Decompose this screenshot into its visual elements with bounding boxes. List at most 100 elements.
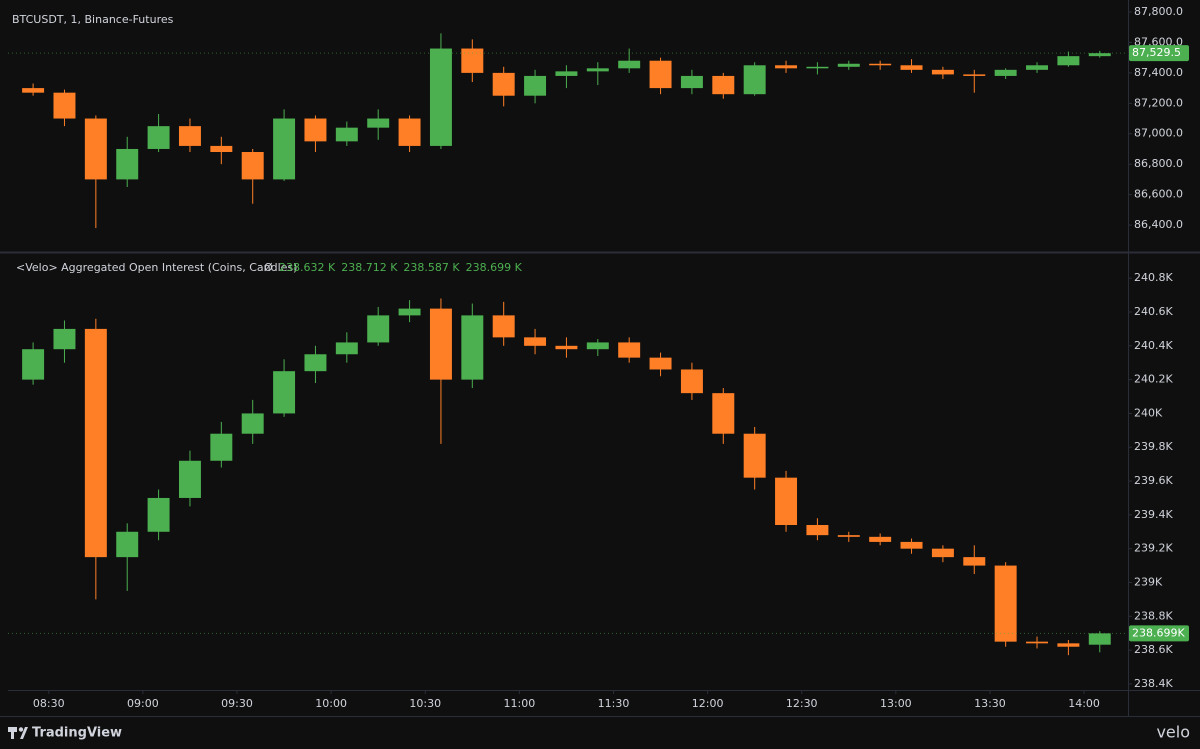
candle-body	[398, 118, 421, 146]
candle-body	[1088, 633, 1111, 645]
candle-body	[524, 337, 547, 346]
candle-body	[210, 433, 233, 461]
candle-body	[22, 349, 45, 380]
candle-body	[555, 345, 578, 350]
legend-value: 238.632 K	[279, 261, 336, 274]
legend-value: 238.587 K	[403, 261, 460, 274]
pane-title: <Velo> Aggregated Open Interest (Coins, …	[16, 261, 297, 274]
x-tick-label: 08:30	[33, 697, 65, 710]
candle-body	[618, 342, 641, 358]
candle-body	[22, 88, 45, 93]
x-tick-label: 12:00	[692, 697, 724, 710]
candle-body	[461, 315, 484, 380]
last-price-box	[1129, 45, 1189, 62]
candle-body	[461, 48, 484, 73]
candle-body	[84, 328, 107, 558]
candle-body	[429, 308, 452, 380]
candle-body	[1057, 643, 1080, 647]
candle-body	[147, 497, 170, 532]
candle-body	[84, 118, 107, 180]
candle-body	[680, 75, 703, 89]
y-tick-label: 240K	[1134, 406, 1163, 419]
candle-body	[869, 536, 892, 542]
candle-body	[555, 71, 578, 76]
candle-body	[806, 525, 829, 536]
candle-body	[837, 63, 860, 67]
candle-body	[335, 127, 358, 142]
y-tick-label: 239.2K	[1134, 542, 1173, 555]
y-tick-label: 238.8K	[1134, 609, 1173, 622]
candle-body	[335, 342, 358, 355]
x-tick-label: 10:30	[409, 697, 441, 710]
y-tick-label: 238.4K	[1134, 677, 1173, 690]
candle-body	[618, 60, 641, 69]
y-tick-label: 239.6K	[1134, 474, 1173, 487]
candle-body	[273, 371, 296, 414]
y-tick-label: 239K	[1134, 575, 1163, 588]
candle-body	[1026, 65, 1048, 70]
candle-body	[649, 60, 672, 89]
candle-body	[931, 69, 954, 75]
candle-body	[869, 63, 892, 66]
last-price-label: 87,529.5	[1132, 46, 1181, 59]
x-tick-label: 13:00	[880, 697, 912, 710]
candle-body	[712, 75, 735, 95]
candle-body	[931, 548, 954, 558]
candle-body	[367, 315, 390, 343]
candle-body	[147, 126, 170, 149]
candle-body	[210, 145, 233, 153]
candle-body	[492, 315, 515, 338]
candle-body	[492, 72, 515, 96]
candle-body	[304, 118, 327, 142]
candle-body	[1026, 641, 1048, 644]
legend-value: 238.699 K	[466, 261, 523, 274]
candle-body	[241, 413, 264, 434]
y-tick-label: 87,000.0	[1134, 127, 1183, 140]
candle-body	[178, 126, 201, 146]
y-tick-label: 87,800.0	[1134, 5, 1183, 18]
candle-body	[241, 152, 264, 180]
candle-body	[963, 557, 986, 566]
y-tick-label: 240.2K	[1134, 373, 1173, 386]
brand: TradingView	[32, 726, 122, 741]
x-tick-label: 13:30	[974, 697, 1006, 710]
candle-body	[680, 369, 703, 394]
tv-logo	[8, 727, 28, 739]
candle-body	[586, 342, 609, 350]
candle-body	[53, 92, 76, 119]
pane-title: BTCUSDT, 1, Binance-Futures	[12, 13, 174, 26]
legend-symbol: Ø	[264, 261, 273, 274]
candle-body	[963, 74, 986, 76]
candle-body	[367, 118, 390, 128]
candle-body	[806, 66, 829, 69]
candle-body	[429, 48, 452, 146]
candle-body	[398, 308, 421, 316]
candle-body	[178, 460, 201, 498]
candle-body	[712, 393, 735, 434]
source: velo	[1156, 723, 1190, 742]
x-tick-label: 11:00	[504, 697, 536, 710]
y-tick-label: 238.6K	[1134, 643, 1173, 656]
x-tick-label: 14:00	[1068, 697, 1100, 710]
candle-body	[743, 433, 766, 478]
x-tick-label: 11:30	[598, 697, 630, 710]
y-tick-label: 86,800.0	[1134, 157, 1183, 170]
y-tick-label: 239.8K	[1134, 440, 1173, 453]
y-tick-label: 240.4K	[1134, 339, 1173, 352]
candle-body	[1057, 56, 1080, 66]
candle-body	[743, 65, 766, 95]
last-price-label: 238.699K	[1132, 626, 1185, 639]
x-tick-label: 09:00	[127, 697, 159, 710]
candle-body	[649, 357, 672, 370]
candle-body	[900, 541, 923, 549]
last-price-box	[1129, 625, 1189, 642]
candle-body	[1088, 53, 1111, 57]
y-tick-label: 239.4K	[1134, 508, 1173, 521]
candle-body	[586, 68, 609, 72]
candle-body	[775, 477, 798, 526]
candle-body	[837, 535, 860, 537]
candle-body	[524, 75, 547, 96]
